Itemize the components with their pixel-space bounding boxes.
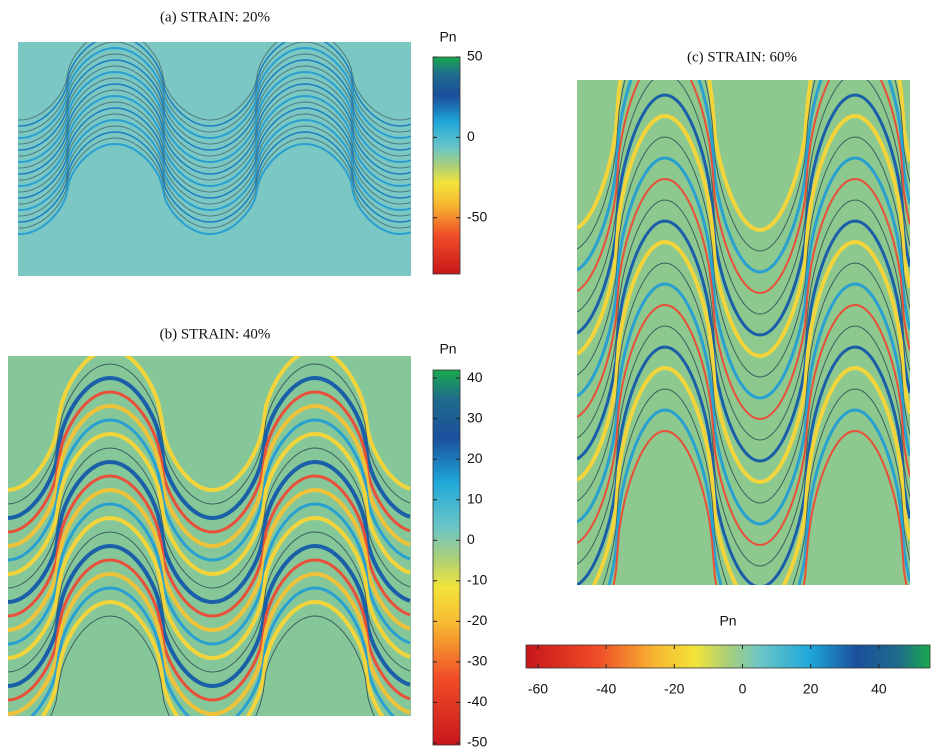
colorbar-tick-label: -20 (664, 681, 684, 697)
colorbar-tick-label: 30 (467, 409, 483, 425)
panel-title: (b) STRAIN: 40% (160, 326, 271, 342)
field-contour (18, 101, 411, 193)
colorbar-label: Pn (719, 613, 736, 629)
field-contour (18, 70, 411, 164)
field-contour (577, 80, 910, 315)
field-contour (577, 239, 910, 485)
colorbar-tick-label: 0 (467, 128, 475, 144)
colorbar-tick-label: -50 (467, 208, 487, 224)
field-contour (8, 487, 411, 633)
field-contour (18, 77, 411, 169)
field-contour (8, 543, 411, 689)
colorbar (432, 369, 461, 746)
colorbar-tick-label: 40 (467, 369, 483, 385)
panel-title: (c) STRAIN: 60% (687, 49, 797, 65)
field-contour (577, 80, 910, 274)
field-contour (8, 571, 411, 716)
field-contour (612, 429, 908, 585)
field-contour (8, 558, 411, 702)
field-contour (577, 93, 910, 337)
field-contour (577, 80, 910, 295)
field-contour (18, 46, 411, 140)
field-contour (18, 94, 411, 188)
colorbar-tick-label: 20 (803, 681, 819, 697)
colorbar-label: Pn (439, 341, 456, 357)
colorbar-tick-label: 10 (467, 490, 483, 506)
field-b (8, 356, 411, 716)
field-contour (8, 375, 411, 521)
field-contour (577, 80, 910, 233)
colorbar-tick-label: 0 (739, 681, 747, 697)
field-contour (8, 502, 411, 646)
colorbar-tick-label: -30 (467, 653, 487, 669)
field-contour (577, 199, 910, 441)
colorbar-label: Pn (439, 29, 456, 45)
field-contour (8, 447, 411, 589)
field-contour (18, 83, 411, 175)
field-contour (577, 177, 910, 421)
field-contour (577, 219, 910, 463)
field-contour (29, 586, 396, 716)
field-contour (602, 388, 910, 585)
field-contour (577, 345, 910, 585)
field-contour (18, 53, 411, 145)
field-contour (18, 137, 411, 229)
field-contour (18, 89, 411, 181)
field-contour (18, 42, 411, 133)
field-contour (18, 107, 411, 199)
field-contour (8, 515, 411, 661)
field-contour (18, 142, 411, 236)
field-contour (50, 615, 375, 716)
field-contour (577, 303, 910, 547)
field-contour (18, 65, 411, 157)
field-contour (577, 282, 910, 526)
field-contour (577, 262, 910, 504)
field-contour (591, 365, 910, 585)
field-contour (8, 403, 411, 549)
field-contour (577, 156, 910, 400)
field-contour (8, 356, 411, 493)
colorbar-tick-label: -50 (467, 734, 487, 750)
field-contour (8, 431, 411, 577)
colorbar-tick-label: -10 (467, 572, 487, 588)
panel-title: (a) STRAIN: 20% (160, 9, 270, 25)
field-contour (8, 390, 411, 534)
field-contour (577, 136, 910, 378)
field-contour (8, 459, 411, 605)
field-contour (8, 418, 411, 562)
field-contour (18, 131, 411, 223)
colorbar-tick-label: 20 (467, 450, 483, 466)
colorbar-tick-label: -40 (596, 681, 616, 697)
field-contour (18, 59, 411, 151)
field-contour (577, 80, 910, 252)
field-contour (18, 42, 411, 121)
field-contour (8, 474, 411, 618)
colorbar (525, 644, 931, 669)
colorbar-tick-label: 50 (467, 48, 483, 64)
field-contour (18, 42, 411, 127)
colorbar-tick-label: -20 (467, 612, 487, 628)
colorbar-tick-label: 40 (871, 681, 887, 697)
field-contour (8, 531, 411, 673)
field-contour (577, 325, 910, 567)
field-contour (18, 113, 411, 205)
colorbar-tick-label: 0 (467, 531, 475, 547)
field-contour (18, 118, 411, 212)
colorbar (432, 56, 461, 275)
field-contour (40, 599, 385, 716)
field-contour (18, 125, 411, 217)
field-contour (8, 363, 411, 505)
colorbar-tick-label: -60 (528, 681, 548, 697)
colorbar-tick-label: -40 (467, 693, 487, 709)
field-contour (577, 113, 910, 359)
field-contour (607, 408, 910, 585)
